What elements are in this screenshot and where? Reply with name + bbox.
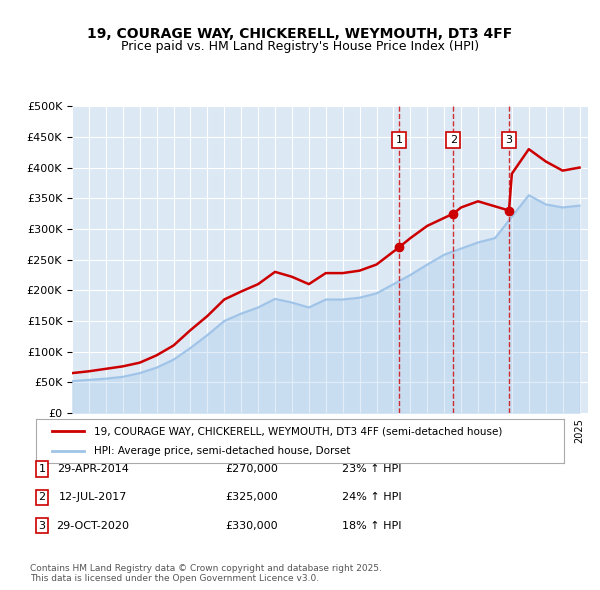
- Text: 24% ↑ HPI: 24% ↑ HPI: [342, 493, 402, 502]
- Text: 3: 3: [38, 521, 46, 530]
- Text: 2: 2: [450, 135, 457, 145]
- Text: 1: 1: [395, 135, 403, 145]
- Text: £325,000: £325,000: [226, 493, 278, 502]
- Text: £270,000: £270,000: [226, 464, 278, 474]
- Text: £330,000: £330,000: [226, 521, 278, 530]
- Text: 19, COURAGE WAY, CHICKERELL, WEYMOUTH, DT3 4FF: 19, COURAGE WAY, CHICKERELL, WEYMOUTH, D…: [88, 27, 512, 41]
- Text: 29-OCT-2020: 29-OCT-2020: [56, 521, 130, 530]
- Text: 12-JUL-2017: 12-JUL-2017: [59, 493, 127, 502]
- Text: Price paid vs. HM Land Registry's House Price Index (HPI): Price paid vs. HM Land Registry's House …: [121, 40, 479, 53]
- Text: 2: 2: [38, 493, 46, 502]
- Text: 29-APR-2014: 29-APR-2014: [57, 464, 129, 474]
- Text: 23% ↑ HPI: 23% ↑ HPI: [342, 464, 402, 474]
- Text: 3: 3: [505, 135, 512, 145]
- Text: 18% ↑ HPI: 18% ↑ HPI: [342, 521, 402, 530]
- Text: HPI: Average price, semi-detached house, Dorset: HPI: Average price, semi-detached house,…: [94, 446, 350, 455]
- Text: Contains HM Land Registry data © Crown copyright and database right 2025.
This d: Contains HM Land Registry data © Crown c…: [30, 563, 382, 583]
- Text: 19, COURAGE WAY, CHICKERELL, WEYMOUTH, DT3 4FF (semi-detached house): 19, COURAGE WAY, CHICKERELL, WEYMOUTH, D…: [94, 427, 502, 436]
- Text: 1: 1: [38, 464, 46, 474]
